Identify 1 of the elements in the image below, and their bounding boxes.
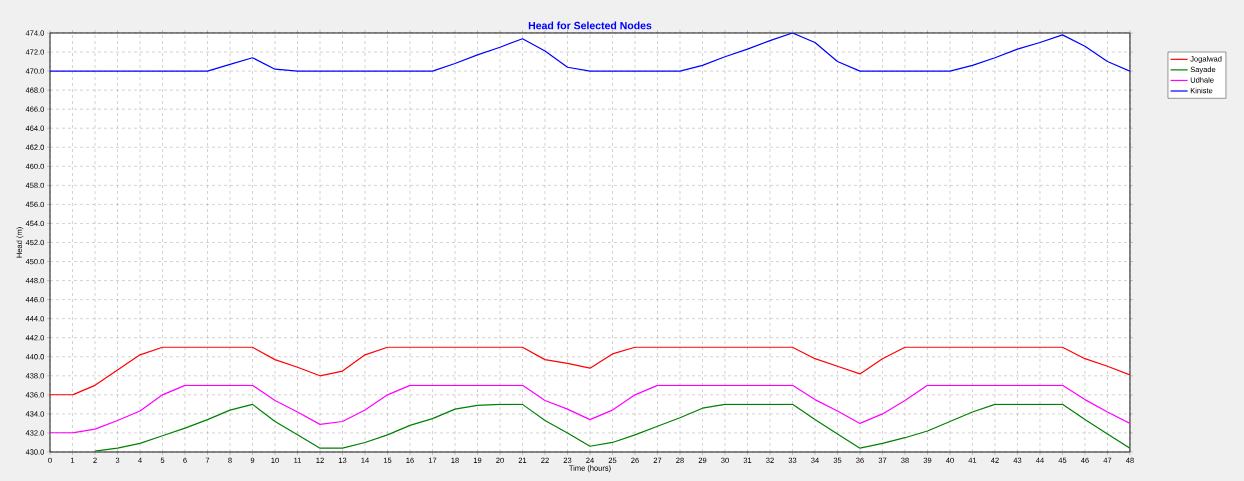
chart-title: Head for Selected Nodes — [528, 21, 652, 30]
